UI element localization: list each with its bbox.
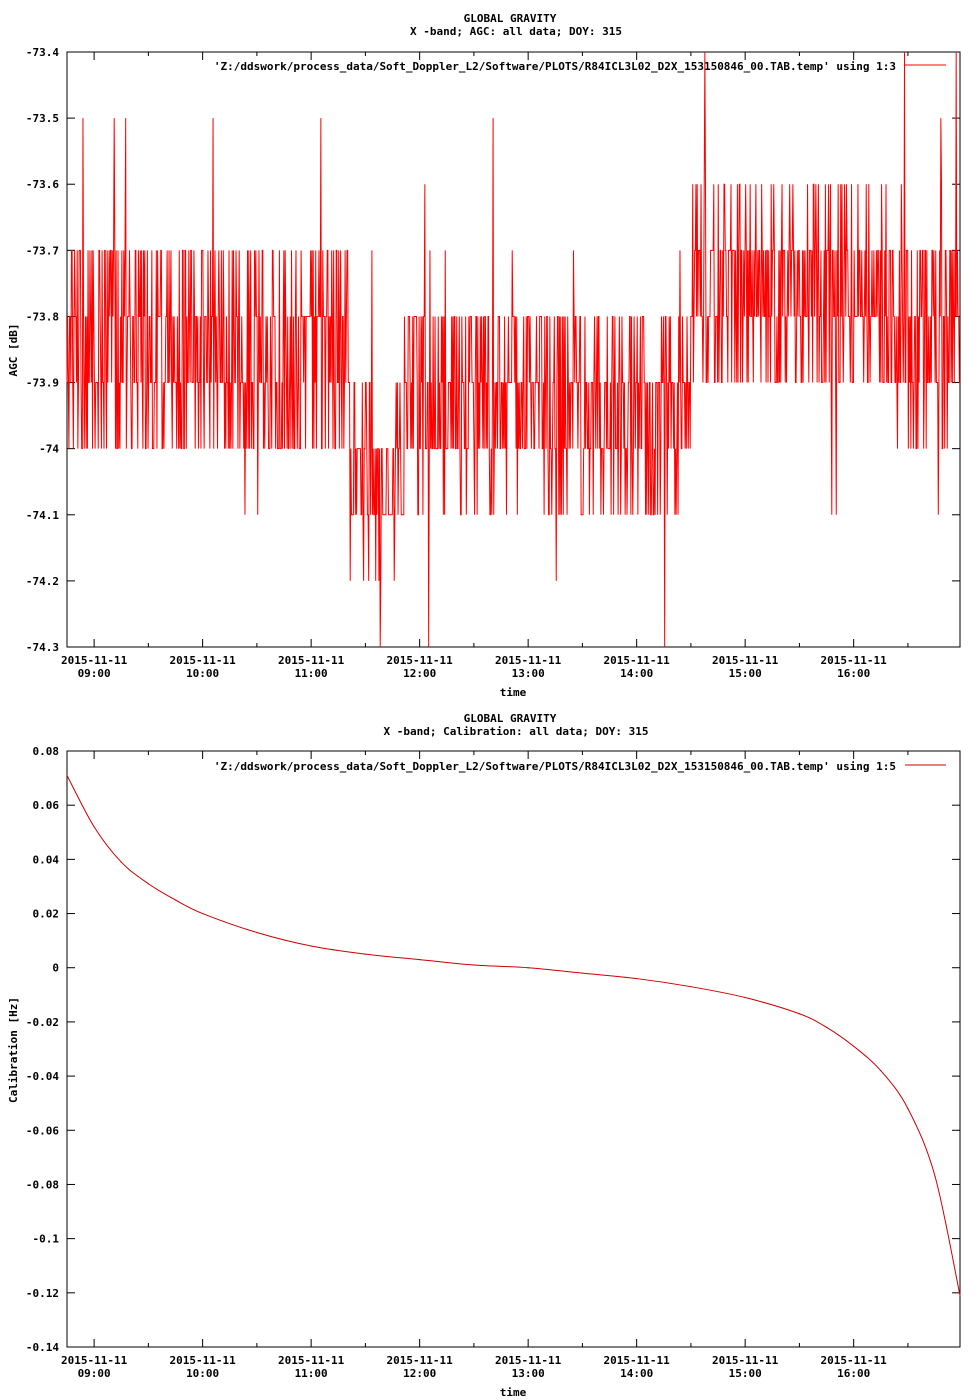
calibration-y-tick-label: -0.1 (33, 1233, 60, 1246)
calibration-data-point (174, 899, 177, 901)
calibration-data-point (93, 826, 95, 828)
agc-x-tick-time: 14:00 (620, 667, 653, 680)
agc-series-line (66, 51, 960, 648)
calibration-data-point (527, 967, 529, 969)
agc-y-tick-label: -74.2 (26, 575, 59, 588)
agc-x-tick-time: 10:00 (186, 667, 219, 680)
agc-y-tick-label: -73.5 (26, 112, 59, 125)
calibration-data-point (310, 945, 312, 947)
calibration-x-tick-date: 2015-11-11 (604, 1354, 671, 1367)
calibration-chart-subtitle: X -band; Calibration: all data; DOY: 315 (384, 725, 649, 738)
calibration-data-point (256, 931, 258, 934)
agc-legend-label: 'Z:/ddswork/process_data/Soft_Doppler_L2… (214, 60, 896, 73)
agc-x-tick-date: 2015-11-11 (278, 654, 345, 667)
agc-chart-subtitle: X -band; AGC: all data; DOY: 315 (410, 25, 622, 38)
calibration-y-tick-label: -0.02 (26, 1016, 59, 1029)
calibration-x-axis-label: time (500, 1386, 527, 1399)
agc-y-tick-label: -73.8 (26, 310, 59, 323)
calibration-y-tick-label: 0.06 (33, 799, 60, 812)
calibration-data-point (419, 959, 421, 961)
agc-y-tick-label: -74.3 (26, 641, 59, 654)
calibration-data-point (690, 986, 692, 988)
calibration-data-point (581, 972, 584, 974)
calibration-y-tick-label: -0.06 (26, 1124, 59, 1137)
agc-x-tick-time: 16:00 (837, 667, 870, 680)
calibration-x-tick-time: 14:00 (620, 1367, 653, 1380)
calibration-x-tick-date: 2015-11-11 (387, 1354, 454, 1367)
agc-x-tick-time: 12:00 (403, 667, 436, 680)
agc-x-tick-date: 2015-11-11 (604, 654, 671, 667)
agc-x-tick-date: 2015-11-11 (170, 654, 237, 667)
calibration-data-point (636, 977, 638, 980)
agc-x-tick-date: 2015-11-11 (387, 654, 454, 667)
calibration-data-point (853, 1045, 855, 1047)
agc-chart: GLOBAL GRAVITY X -band; AGC: all data; D… (7, 12, 961, 699)
calibration-x-tick-date: 2015-11-11 (821, 1354, 888, 1367)
agc-x-tick-time: 13:00 (512, 667, 545, 680)
calibration-x-tick-time: 15:00 (729, 1367, 762, 1380)
agc-x-tick-date: 2015-11-11 (821, 654, 888, 667)
calibration-data-point (364, 953, 366, 955)
calibration-data-point (473, 964, 475, 966)
calibration-series-line (66, 775, 961, 1296)
calibration-x-tick-time: 09:00 (78, 1367, 111, 1380)
calibration-y-tick-label: 0 (52, 962, 59, 975)
calibration-y-tick-label: -0.08 (26, 1178, 59, 1191)
calibration-y-tick-label: -0.12 (26, 1287, 59, 1300)
calibration-y-tick-label: 0.02 (33, 908, 60, 921)
calibration-data-point (798, 1013, 801, 1015)
calibration-data-point (202, 912, 204, 915)
calibration-x-tick-date: 2015-11-11 (712, 1354, 779, 1367)
calibration-data-point (959, 1294, 961, 1297)
calibration-legend-label: 'Z:/ddswork/process_data/Soft_Doppler_L2… (214, 760, 896, 773)
calibration-data-point (147, 883, 149, 885)
calibration-plot-frame (66, 750, 961, 1348)
agc-x-tick-time: 09:00 (78, 667, 111, 680)
calibration-data-point (907, 1108, 909, 1110)
agc-y-tick-label: -74 (39, 443, 59, 456)
calibration-x-tick-time: 11:00 (295, 1367, 328, 1380)
agc-y-tick-label: -73.9 (26, 377, 59, 390)
calibration-chart: GLOBAL GRAVITY X -band; Calibration: all… (7, 712, 961, 1399)
calibration-data-point (880, 1070, 882, 1072)
calibration-y-tick-label: -0.14 (26, 1341, 59, 1354)
agc-x-tick-time: 15:00 (729, 667, 762, 680)
agc-x-tick-date: 2015-11-11 (712, 654, 779, 667)
calibration-x-tick-date: 2015-11-11 (495, 1354, 562, 1367)
calibration-x-tick-time: 10:00 (186, 1367, 219, 1380)
calibration-y-tick-label: 0.04 (33, 853, 60, 866)
agc-x-tick-date: 2015-11-11 (61, 654, 128, 667)
calibration-y-axis-label: Calibration [Hz] (7, 997, 20, 1103)
agc-x-tick-time: 11:00 (295, 667, 328, 680)
calibration-chart-title: GLOBAL GRAVITY (464, 712, 557, 725)
calibration-y-tick-label: 0.08 (33, 745, 60, 758)
agc-y-axis-label: AGC [dB] (7, 324, 20, 377)
calibration-data-point (744, 996, 746, 999)
calibration-x-tick-date: 2015-11-11 (61, 1354, 128, 1367)
calibration-data-point (66, 774, 68, 776)
calibration-y-tick-label: -0.04 (26, 1070, 59, 1083)
agc-y-tick-label: -73.4 (26, 46, 59, 59)
agc-chart-title: GLOBAL GRAVITY (464, 12, 557, 25)
calibration-x-tick-date: 2015-11-11 (278, 1354, 345, 1367)
calibration-x-tick-time: 13:00 (512, 1367, 545, 1380)
calibration-data-point (120, 861, 122, 863)
agc-y-tick-label: -73.7 (26, 244, 59, 257)
agc-x-tick-date: 2015-11-11 (495, 654, 562, 667)
agc-x-axis-label: time (500, 686, 527, 699)
calibration-data-point (825, 1026, 828, 1028)
calibration-data-point (934, 1175, 936, 1177)
agc-y-tick-label: -74.1 (26, 509, 59, 522)
calibration-x-tick-date: 2015-11-11 (170, 1354, 237, 1367)
calibration-x-tick-time: 16:00 (837, 1367, 870, 1380)
calibration-x-tick-time: 12:00 (403, 1367, 436, 1380)
agc-y-tick-label: -73.6 (26, 178, 59, 191)
